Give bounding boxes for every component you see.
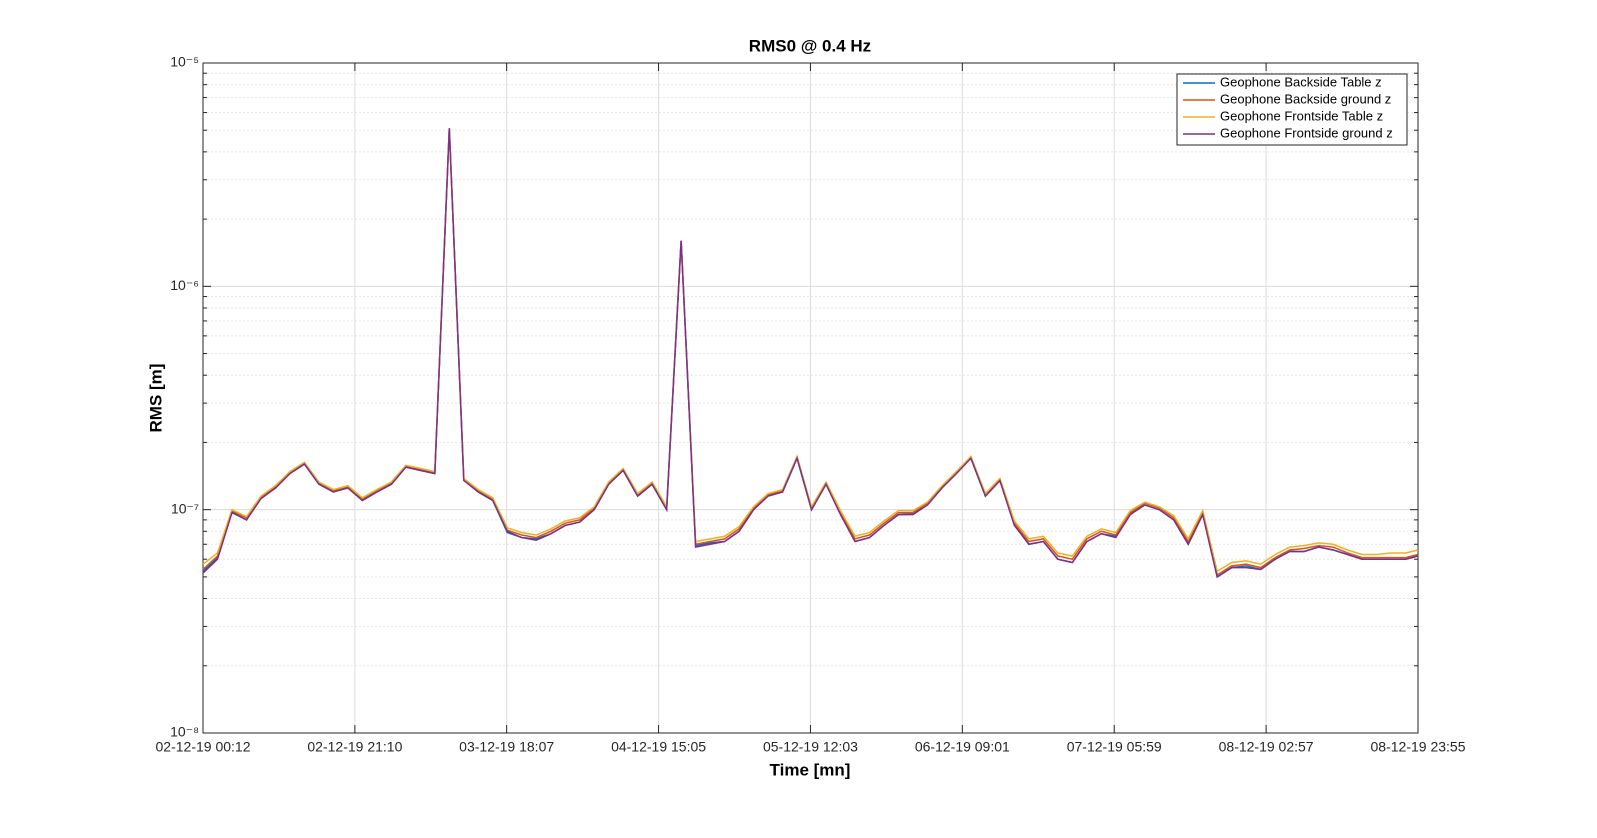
x-tick-label: 07-12-19 05:59 — [1067, 739, 1162, 755]
legend-label: Geophone Backside Table z — [1220, 74, 1382, 89]
legend-label: Geophone Frontside Table z — [1220, 108, 1383, 123]
x-tick-label: 05-12-19 12:03 — [763, 739, 858, 755]
x-tick-label: 02-12-19 21:10 — [307, 739, 402, 755]
y-tick-label: 10⁻⁷ — [171, 500, 199, 516]
x-tick-label: 02-12-19 00:12 — [156, 739, 251, 755]
x-tick-label: 06-12-19 09:01 — [915, 739, 1010, 755]
series-line — [202, 128, 1419, 579]
legend-label: Geophone Frontside ground z — [1220, 125, 1393, 140]
x-tick-label: 08-12-19 02:57 — [1219, 739, 1314, 755]
x-tick-label: 03-12-19 18:07 — [459, 739, 554, 755]
legend-label: Geophone Backside ground z — [1220, 91, 1391, 106]
y-tick-label: 10⁻⁶ — [170, 277, 199, 293]
series-line — [202, 128, 1419, 573]
plot-frame — [202, 62, 1419, 734]
y-tick-label: 10⁻⁵ — [170, 54, 199, 70]
y-axis-label: RMS [m] — [146, 364, 165, 433]
y-tick-label: 10⁻⁸ — [170, 724, 199, 740]
legend-box — [1176, 73, 1408, 146]
x-axis-label: Time [mn] — [770, 760, 851, 779]
x-tick-label: 04-12-19 15:05 — [611, 739, 706, 755]
chart-title: RMS0 @ 0.4 Hz — [749, 36, 871, 55]
x-tick-label: 08-12-19 23:55 — [1371, 739, 1466, 755]
